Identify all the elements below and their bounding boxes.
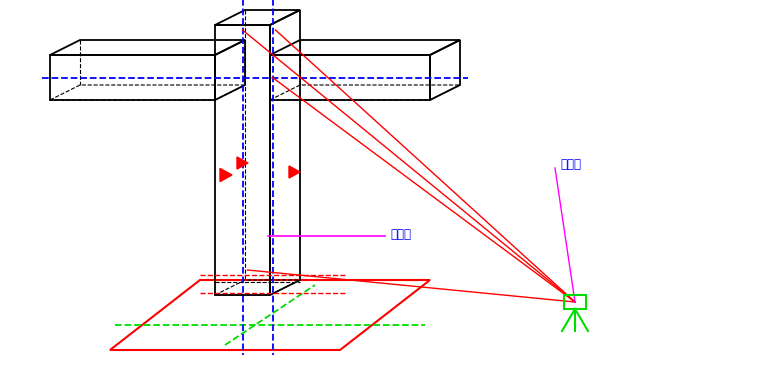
Text: 梁中线: 梁中线 [560, 158, 581, 171]
Bar [564, 295, 586, 309]
Polygon shape [220, 168, 232, 182]
Polygon shape [237, 157, 248, 169]
Text: 柱中线: 柱中线 [390, 228, 411, 241]
Polygon shape [289, 166, 300, 178]
